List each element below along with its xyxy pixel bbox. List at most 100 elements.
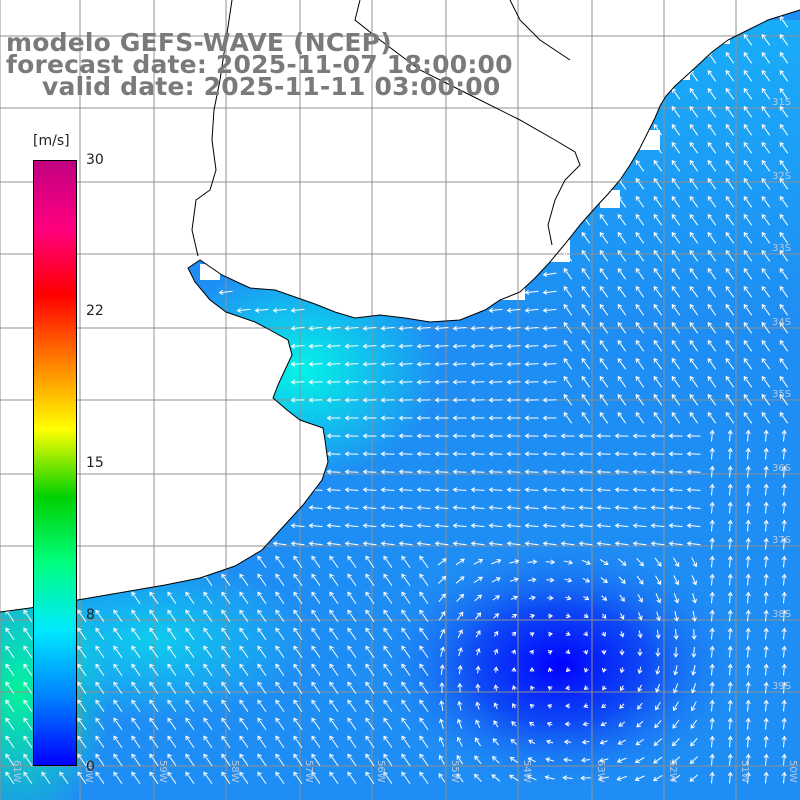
wind-arrow xyxy=(560,505,575,511)
wind-arrow xyxy=(763,555,769,568)
wind-arrow xyxy=(763,753,769,766)
wind-arrow xyxy=(779,231,789,244)
wind-arrow xyxy=(457,647,463,657)
wind-arrow xyxy=(689,141,699,154)
wind-arrow xyxy=(566,667,571,673)
wind-arrow xyxy=(707,393,717,406)
wind-arrow xyxy=(761,213,771,226)
wind-arrow xyxy=(491,577,501,583)
wind-arrow xyxy=(614,523,629,529)
wind-arrow xyxy=(727,699,733,712)
wind-arrow xyxy=(131,645,141,659)
wind-arrow xyxy=(419,627,429,641)
wind-arrow xyxy=(545,757,554,763)
longitude-label: 58W xyxy=(229,760,240,783)
wind-arrow xyxy=(707,177,717,190)
wind-arrow xyxy=(581,285,591,298)
wind-arrow xyxy=(347,717,357,731)
wind-arrow xyxy=(398,325,413,331)
wind-arrow xyxy=(636,720,644,728)
wind-arrow xyxy=(598,757,609,763)
wind-arrow xyxy=(707,231,717,244)
wind-arrow xyxy=(149,753,159,767)
wind-arrow xyxy=(653,375,663,388)
wind-arrow xyxy=(653,756,663,764)
wind-arrow xyxy=(416,505,431,511)
wind-arrow xyxy=(488,469,503,475)
wind-arrow xyxy=(599,357,609,370)
land-cell xyxy=(640,130,660,150)
wind-arrow xyxy=(456,611,464,621)
wind-arrow xyxy=(779,69,789,82)
wind-arrow xyxy=(763,573,769,586)
wind-arrow xyxy=(239,753,249,767)
wind-arrow xyxy=(77,645,87,659)
wind-arrow xyxy=(671,105,681,118)
wind-arrow xyxy=(275,663,285,677)
wind-arrow xyxy=(727,501,733,514)
wind-arrow xyxy=(637,593,643,603)
wind-arrow xyxy=(452,433,467,439)
wind-arrow xyxy=(365,717,375,731)
wind-arrow xyxy=(692,593,697,604)
wind-arrow xyxy=(599,213,609,226)
wind-arrow xyxy=(95,771,105,785)
wind-arrow xyxy=(691,628,697,640)
wind-arrow xyxy=(398,487,413,493)
wind-arrow xyxy=(727,537,733,550)
wind-arrow xyxy=(596,505,611,511)
wind-arrow xyxy=(599,393,609,406)
wind-arrow xyxy=(563,375,573,388)
wind-arrow xyxy=(581,739,590,745)
wind-arrow xyxy=(781,573,787,586)
wind-arrow xyxy=(434,541,449,547)
wind-arrow xyxy=(637,630,643,639)
wind-arrow xyxy=(745,753,751,766)
wind-arrow xyxy=(5,771,15,785)
wind-arrow xyxy=(524,325,539,331)
wind-arrow xyxy=(452,505,467,511)
wind-arrow xyxy=(456,755,464,765)
wind-arrow xyxy=(618,721,626,727)
wind-arrow xyxy=(452,325,467,331)
wind-arrow xyxy=(781,735,787,748)
wind-arrow xyxy=(779,51,789,64)
wind-arrow xyxy=(689,105,699,118)
wind-arrow xyxy=(365,771,375,785)
wind-arrow xyxy=(686,541,701,547)
wind-arrow xyxy=(654,557,662,567)
wind-arrow xyxy=(23,627,33,641)
wind-arrow xyxy=(653,141,663,154)
wind-arrow xyxy=(707,285,717,298)
wind-arrow xyxy=(709,483,715,496)
wind-arrow xyxy=(488,541,503,547)
wind-arrow xyxy=(506,415,521,421)
wind-arrow xyxy=(77,771,87,785)
wind-arrow xyxy=(671,249,681,262)
wind-arrow xyxy=(689,231,699,244)
wind-arrow xyxy=(583,595,590,601)
wind-arrow xyxy=(727,555,733,568)
wind-arrow xyxy=(634,775,645,782)
wind-arrow xyxy=(185,735,195,749)
wind-arrow xyxy=(185,699,195,713)
wind-arrow xyxy=(671,774,681,782)
wind-arrow xyxy=(167,699,177,713)
wind-arrow xyxy=(547,704,553,709)
wind-arrow xyxy=(344,541,359,547)
wind-arrow xyxy=(275,573,285,587)
wind-arrow xyxy=(275,645,285,659)
wind-arrow xyxy=(565,613,571,619)
wind-arrows xyxy=(5,15,789,785)
wind-arrow xyxy=(506,343,521,349)
model-title: modelo GEFS-WAVE (NCEP) xyxy=(6,28,392,57)
wind-arrow xyxy=(673,628,679,640)
wind-arrow xyxy=(326,433,341,439)
wind-arrow xyxy=(689,375,699,388)
wind-arrow xyxy=(457,700,463,711)
wind-arrow xyxy=(419,555,429,569)
wind-arrow xyxy=(221,609,231,623)
wind-arrow xyxy=(781,699,787,712)
wind-arrow xyxy=(113,645,123,659)
wind-arrow xyxy=(636,575,644,585)
